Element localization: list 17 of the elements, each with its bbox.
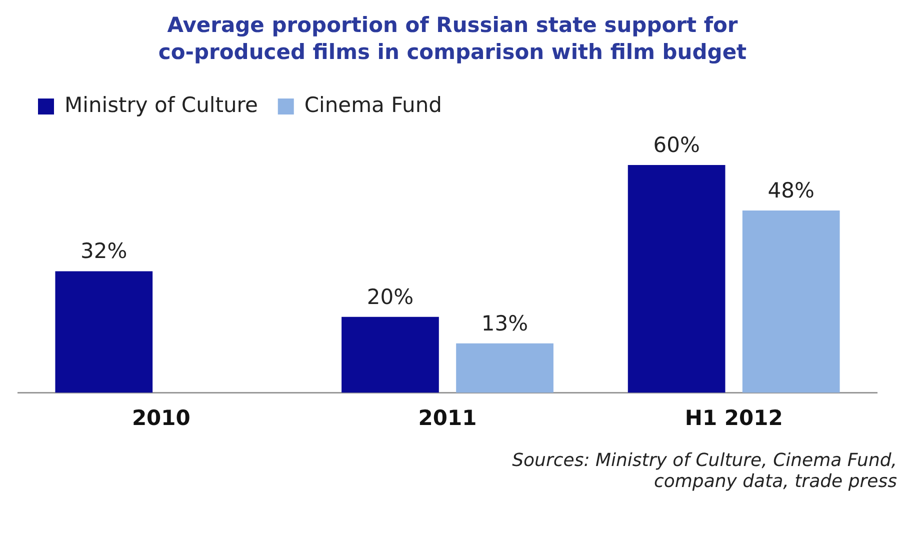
data-label: 48% — [768, 178, 814, 202]
chart-title: Average proportion of Russian state support for co-produced films in comparison with film budget — [157, 12, 748, 66]
bar — [742, 210, 840, 393]
legend-label: Cinema Fund — [304, 92, 442, 117]
bar — [456, 343, 554, 393]
data-label: 60% — [653, 132, 700, 157]
legend-label: Ministry of Culture — [64, 92, 258, 117]
x-tick-label: 2011 — [418, 406, 477, 430]
bar — [628, 164, 726, 393]
x-tick-label: H1 2012 — [684, 406, 783, 430]
source-note: Sources: Ministry of Culture, Cinema Fund, company data, trade press — [511, 450, 897, 492]
data-label: 13% — [481, 311, 528, 336]
x-tick-label: 2010 — [132, 406, 190, 430]
bar — [55, 271, 153, 393]
bar — [342, 316, 439, 393]
data-label: 32% — [80, 239, 128, 264]
data-label: 20% — [366, 284, 414, 309]
